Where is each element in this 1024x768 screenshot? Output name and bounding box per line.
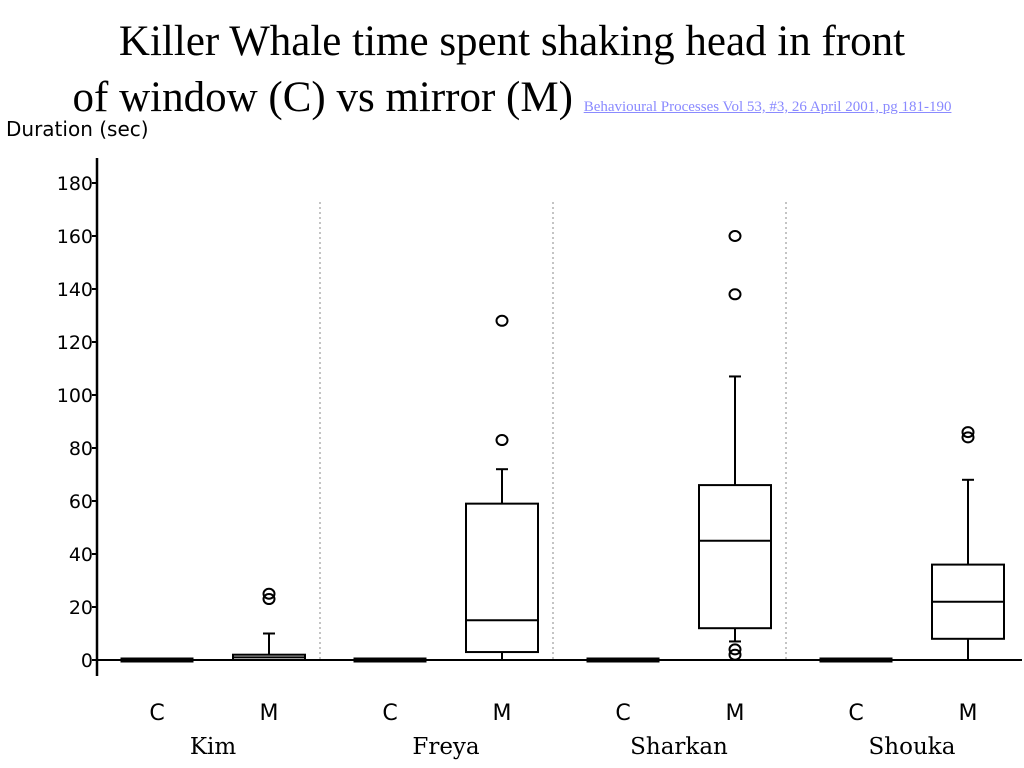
y-tick-label: 100 [57, 385, 93, 407]
outlier-point [961, 431, 975, 444]
group-label-kim: Kim [190, 734, 237, 760]
outlier-point [495, 434, 509, 447]
box-kim-m [232, 587, 306, 662]
y-tick-label: 180 [57, 173, 93, 195]
box-sharkan-c [586, 657, 660, 663]
category-label-c: C [615, 701, 630, 726]
title-line-1: Killer Whale time spent shaking head in … [118, 18, 906, 65]
category-label-m: M [959, 701, 978, 726]
box-freya-c [353, 657, 427, 663]
category-label-m: M [726, 701, 745, 726]
y-tick-label: 160 [57, 226, 93, 248]
group-label-sharkan: Sharkan [630, 734, 728, 760]
y-tick-label: 40 [69, 544, 93, 566]
outlier-point [262, 593, 276, 606]
y-tick-label: 0 [81, 650, 93, 672]
group-separators [319, 202, 787, 660]
outlier-point [961, 426, 975, 439]
category-label-m: M [493, 701, 512, 726]
iqr-box [465, 502, 539, 654]
category-label-c: C [848, 701, 863, 726]
y-tick-label: 140 [57, 279, 93, 301]
outlier-point [728, 230, 742, 242]
boxes-layer [120, 230, 1005, 663]
title-line-2: of window (C) vs mirror (M) Behavioural … [0, 70, 1024, 126]
box-freya-m [465, 314, 539, 661]
y-tick-label: 20 [69, 597, 93, 619]
group-label-freya: Freya [412, 734, 480, 760]
outlier-point [728, 648, 742, 661]
outlier-point [728, 643, 742, 656]
category-label-m: M [260, 701, 279, 726]
y-axis-label: Duration (sec) [6, 117, 149, 141]
box-sharkan-m [698, 230, 772, 661]
box-kim-c [120, 657, 194, 663]
category-label-c: C [149, 701, 164, 726]
box-shouka-c [819, 657, 893, 663]
title-line-2-text: of window (C) vs mirror (M) [72, 74, 573, 121]
y-tick-label: 60 [69, 491, 93, 513]
group-label-shouka: Shouka [869, 734, 956, 760]
outlier-point [262, 587, 276, 600]
source-citation-link[interactable]: Behavioural Processes Vol 53, #3, 26 Apr… [583, 99, 952, 115]
chart-title: Killer Whale time spent shaking head in … [0, 14, 1024, 126]
category-label-c: C [382, 701, 397, 726]
axes: 0 20 40 60 80 100 120 140 160 180 [57, 158, 1022, 676]
y-tick-label: 80 [69, 438, 93, 460]
iqr-box [698, 484, 772, 630]
outlier-point [728, 288, 742, 301]
outlier-point [495, 314, 509, 327]
y-tick-label: 120 [57, 332, 93, 354]
box-shouka-m [931, 426, 1005, 661]
